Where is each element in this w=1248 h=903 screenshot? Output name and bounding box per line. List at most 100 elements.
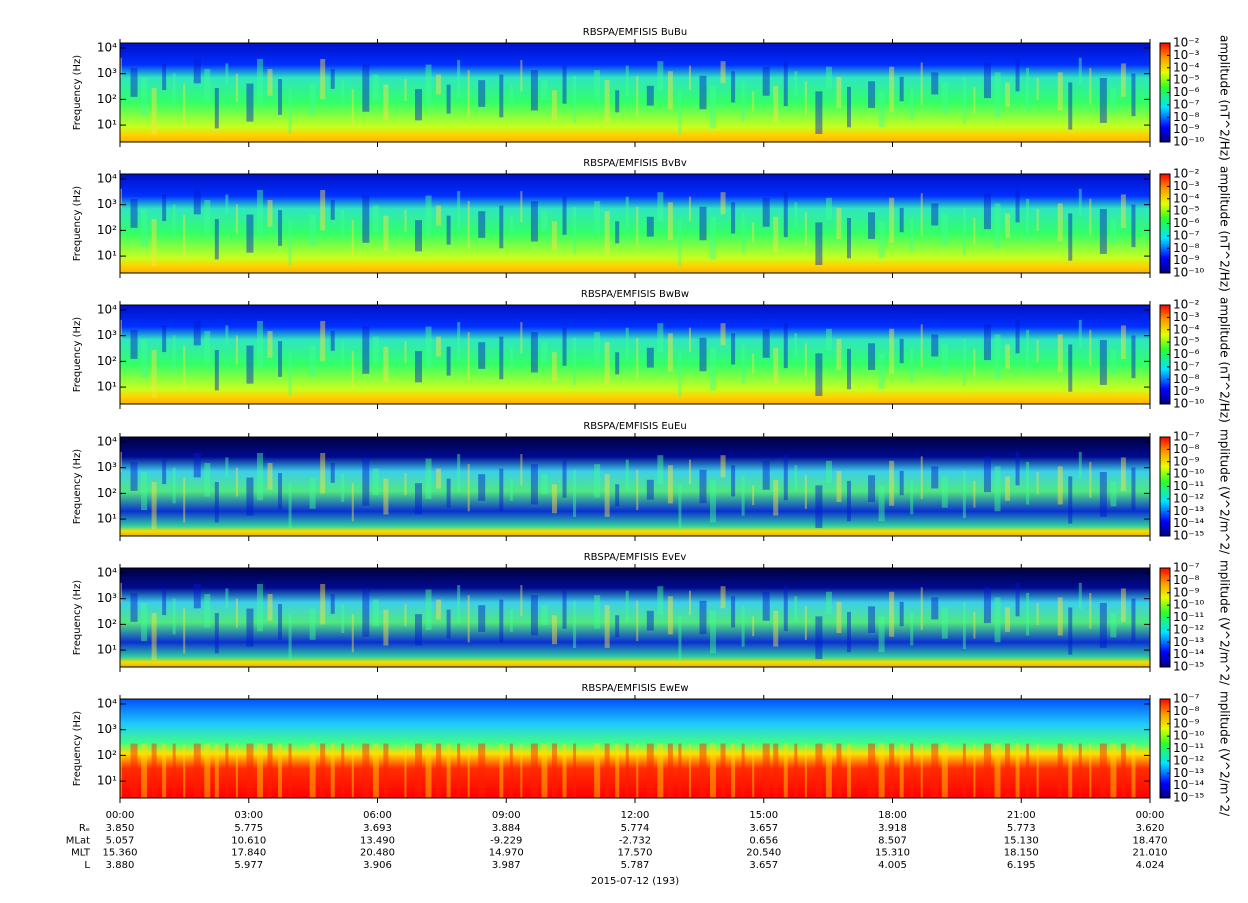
spectrogram-texture: [478, 80, 486, 107]
spectrogram-texture: [446, 478, 451, 508]
colorbar-tick-label: 10⁻⁸: [1173, 704, 1200, 718]
panel-title: RBSPA/EMFISIS EvEv: [584, 552, 687, 563]
colorbar-tick-label: 10⁻⁸: [1173, 442, 1200, 456]
spectrogram-texture: [720, 586, 726, 609]
spectrogram-texture: [1120, 325, 1126, 359]
spectrogram-texture: [436, 743, 442, 798]
colorbar-tick-label: 10⁻⁹: [1173, 384, 1200, 398]
spectrogram-texture: [720, 192, 726, 215]
spectrogram-texture: [667, 743, 673, 798]
spectrogram-texture: [710, 743, 717, 798]
spectrogram-texture: [351, 351, 354, 390]
spectrogram-texture: [235, 467, 238, 497]
spectrogram-texture: [1015, 582, 1020, 617]
spectrogram-texture: [1057, 466, 1063, 505]
spectrogram-texture: [962, 207, 966, 256]
spectrogram-texture: [625, 65, 629, 97]
spectrogram-texture: [372, 468, 379, 496]
spectrogram-texture: [404, 210, 407, 233]
spectrogram-texture: [530, 70, 538, 111]
spectrogram-texture: [846, 86, 851, 128]
spectrogram-texture: [899, 207, 904, 233]
spectrogram-texture: [825, 460, 832, 483]
spectrogram-texture: [741, 743, 745, 798]
y-axis-label: Frequency (Hz): [72, 711, 83, 787]
spectrogram-texture: [720, 743, 726, 798]
spectrogram-texture: [594, 201, 601, 235]
colorbar-label: mplitude (V^2/m^2/: [1218, 429, 1232, 555]
spectrogram-texture: [1036, 602, 1039, 626]
spectrogram-texture: [141, 208, 148, 248]
colorbar-tick-label: 10⁻¹⁰: [1173, 135, 1204, 149]
spectrogram-texture: [931, 597, 939, 620]
spectrogram-texture: [794, 71, 798, 96]
spectrogram-texture: [931, 203, 939, 226]
ephemeris-value: 4.005: [878, 860, 907, 871]
spectrogram-texture: [1036, 208, 1039, 232]
colorbar-tick-label: 10⁻³: [1173, 310, 1200, 324]
y-tick-label: 10³: [97, 460, 117, 474]
ephemeris-value: 17.570: [618, 848, 653, 859]
spectrogram-texture: [1120, 63, 1126, 97]
spectrogram-texture: [657, 743, 664, 798]
spectrogram-texture: [499, 74, 504, 118]
spectrogram-texture: [688, 459, 691, 485]
spectrogram-texture: [204, 743, 211, 798]
spectrogram-texture: [520, 454, 523, 486]
spectrogram-texture: [1099, 471, 1107, 517]
spectrogram-texture: [1120, 457, 1126, 491]
colorbar-tick-label: 10⁻⁹: [1173, 122, 1200, 136]
spectrogram-texture: [1068, 607, 1073, 655]
spectrogram-texture: [573, 337, 577, 385]
spectrogram-texture: [615, 743, 620, 798]
spectrogram-texture: [130, 592, 138, 622]
spectrogram-texture: [815, 353, 823, 397]
y-tick-label: 10³: [97, 328, 117, 342]
spectrogram-texture: [804, 81, 807, 115]
spectrogram-texture: [520, 191, 523, 223]
spectrogram-texture: [846, 480, 851, 522]
spectrogram-texture: [193, 743, 201, 798]
spectrogram-texture: [183, 477, 186, 523]
ephemeris-value: 15.130: [1004, 835, 1039, 846]
spectrogram-texture: [141, 743, 148, 798]
colorbar-tick-label: 10⁻¹⁰: [1173, 397, 1204, 411]
colorbar-tick-label: 10⁻¹⁵: [1173, 529, 1204, 543]
panel-title: RBSPA/EMFISIS EuEu: [583, 421, 686, 432]
spectrogram-texture: [246, 608, 254, 647]
spectrogram-texture: [983, 587, 991, 624]
spectrogram-texture: [278, 473, 283, 509]
spectrogram-texture: [825, 197, 832, 220]
spectrogram-texture: [994, 743, 1001, 798]
ephemeris-name: MLT: [71, 848, 91, 859]
spectrogram-texture: [183, 214, 186, 260]
spectrogram-texture: [1099, 743, 1107, 798]
ephemeris-value: -9.229: [490, 835, 522, 846]
spectrogram-texture: [889, 197, 895, 243]
spectrogram-texture: [1068, 743, 1073, 798]
spectrogram-texture: [625, 459, 629, 491]
spectrogram-texture: [983, 193, 991, 230]
spectrogram-texture: [256, 320, 263, 369]
spectrogram-texture: [1036, 339, 1039, 363]
spectrogram-texture: [604, 743, 610, 798]
spectrogram-texture: [183, 608, 186, 654]
spectrogram-texture: [836, 601, 842, 634]
spectrogram-texture: [773, 479, 779, 516]
spectrogram-texture: [541, 211, 548, 232]
spectrogram-texture: [309, 743, 316, 798]
spectrogram-texture: [562, 590, 567, 629]
spectrogram-texture: [636, 469, 639, 511]
colorbar-tick-label: 10⁻²: [1173, 298, 1200, 312]
spectrogram-texture: [1005, 213, 1011, 238]
spectrogram-texture: [457, 454, 461, 493]
spectrogram-texture: [467, 201, 470, 249]
colorbar-tick-label: 10⁻³: [1173, 179, 1200, 193]
spectrogram-texture: [1120, 588, 1126, 622]
y-tick-label: 10¹: [97, 774, 117, 788]
spectrogram-texture: [1089, 67, 1092, 104]
colorbar-tick-label: 10⁻⁴: [1173, 191, 1200, 205]
spectrogram-texture: [1110, 350, 1117, 375]
spectrogram-texture: [752, 743, 755, 798]
spectrogram-texture: [288, 483, 292, 529]
